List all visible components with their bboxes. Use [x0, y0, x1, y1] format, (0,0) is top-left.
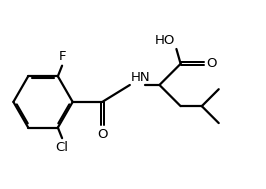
Text: O: O: [207, 57, 217, 70]
Text: HN: HN: [131, 71, 151, 84]
Text: HO: HO: [155, 34, 175, 47]
Text: Cl: Cl: [56, 141, 69, 154]
Text: O: O: [97, 128, 107, 141]
Text: F: F: [58, 50, 66, 63]
